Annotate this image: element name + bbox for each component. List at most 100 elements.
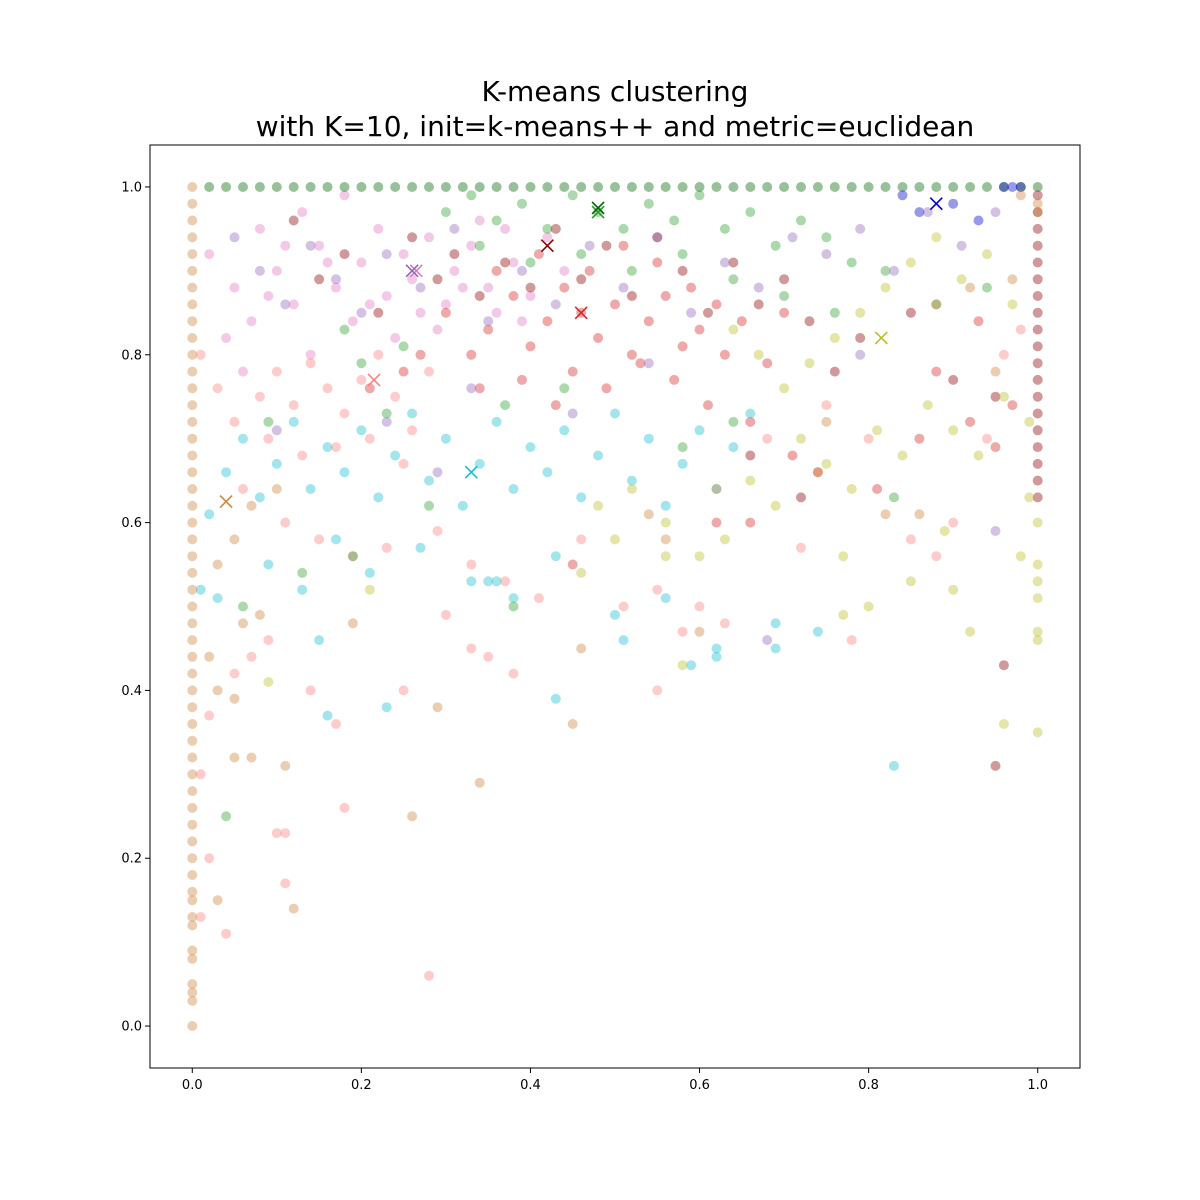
data-point: [838, 609, 849, 620]
data-point: [263, 416, 274, 427]
data-point: [347, 618, 358, 629]
data-point: [322, 710, 333, 721]
x-tick-label: 0.4: [520, 1078, 541, 1093]
data-point: [593, 500, 604, 511]
data-point: [407, 232, 418, 243]
data-point: [381, 542, 392, 553]
data-point: [821, 400, 832, 411]
data-point: [263, 433, 274, 444]
data-point: [347, 551, 358, 562]
data-point: [719, 534, 730, 545]
data-point: [711, 182, 722, 192]
data-point: [948, 198, 959, 209]
data-point: [618, 282, 629, 293]
data-point: [305, 685, 316, 696]
data-point: [339, 324, 350, 335]
data-point: [745, 408, 756, 419]
data-point: [711, 299, 722, 310]
data-point: [373, 492, 384, 503]
data-point: [229, 534, 240, 545]
data-point: [728, 257, 739, 268]
data-point: [1032, 207, 1043, 218]
data-point: [187, 618, 198, 629]
y-tick-label: 1.0: [121, 180, 142, 195]
data-point: [187, 752, 198, 763]
data-point: [254, 182, 265, 192]
x-axis: 0.0 0.2 0.4 0.6 0.8 1.0: [182, 1068, 1048, 1093]
data-point: [517, 265, 527, 276]
data-point: [931, 182, 942, 192]
data-point: [567, 190, 578, 201]
data-point: [364, 299, 375, 310]
data-point: [897, 450, 908, 461]
data-point: [364, 383, 375, 394]
data-point: [407, 182, 418, 192]
data-point: [187, 987, 198, 998]
data-point: [339, 249, 350, 260]
data-point: [1015, 324, 1026, 335]
data-point: [643, 316, 654, 327]
data-point: [576, 492, 587, 503]
data-point: [998, 349, 1009, 360]
data-point: [271, 182, 282, 192]
data-point: [753, 282, 764, 293]
data-point: [812, 182, 823, 192]
data-point: [483, 324, 494, 335]
data-point: [187, 651, 198, 662]
data-point: [187, 920, 198, 931]
data-point: [187, 551, 198, 562]
data-point: [694, 425, 705, 436]
x-tick-label: 0.8: [858, 1078, 879, 1093]
data-point: [187, 1021, 198, 1031]
data-point: [686, 307, 697, 318]
data-point: [982, 433, 992, 444]
data-point: [567, 408, 578, 419]
data-point: [187, 215, 198, 226]
centroid-marker: [367, 373, 381, 387]
data-point: [643, 182, 654, 192]
data-point: [398, 685, 409, 696]
data-point: [770, 643, 781, 654]
data-point: [271, 265, 282, 276]
data-point: [483, 651, 494, 662]
data-point: [508, 668, 519, 679]
data-point: [593, 182, 604, 192]
data-point: [652, 257, 663, 268]
data-point: [491, 307, 502, 318]
data-point: [229, 668, 240, 679]
y-tick-label: 0.4: [121, 684, 142, 699]
data-point: [508, 484, 519, 494]
data-point: [618, 223, 629, 234]
data-point: [643, 198, 654, 209]
data-point: [187, 719, 198, 729]
data-point: [770, 240, 781, 251]
data-point: [829, 366, 840, 377]
data-point: [872, 484, 883, 494]
data-point: [1032, 274, 1043, 285]
data-point: [1007, 400, 1018, 411]
data-point: [567, 366, 578, 377]
data-point: [440, 182, 451, 192]
data-point: [846, 635, 857, 646]
data-point: [762, 358, 773, 369]
centroid-stroke: [591, 201, 605, 215]
data-point: [466, 190, 477, 201]
data-point: [728, 274, 739, 285]
data-point: [466, 576, 477, 587]
data-point: [626, 475, 637, 486]
data-point: [728, 182, 739, 192]
data-point: [440, 207, 451, 218]
data-point: [694, 626, 705, 637]
data-point: [187, 886, 198, 897]
data-point: [238, 182, 248, 192]
data-point: [204, 182, 215, 192]
data-point: [787, 450, 798, 461]
data-point: [1032, 198, 1043, 209]
data-point: [415, 307, 426, 318]
data-point: [576, 567, 587, 578]
x-tick-label: 0.0: [182, 1078, 203, 1093]
data-point: [187, 735, 198, 746]
data-point: [533, 593, 544, 604]
data-point: [322, 257, 333, 268]
data-point: [812, 626, 823, 637]
